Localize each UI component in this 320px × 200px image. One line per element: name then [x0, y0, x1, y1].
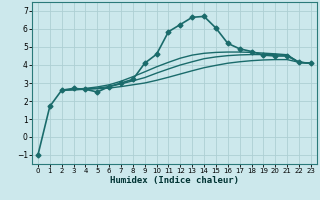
X-axis label: Humidex (Indice chaleur): Humidex (Indice chaleur)	[110, 176, 239, 185]
